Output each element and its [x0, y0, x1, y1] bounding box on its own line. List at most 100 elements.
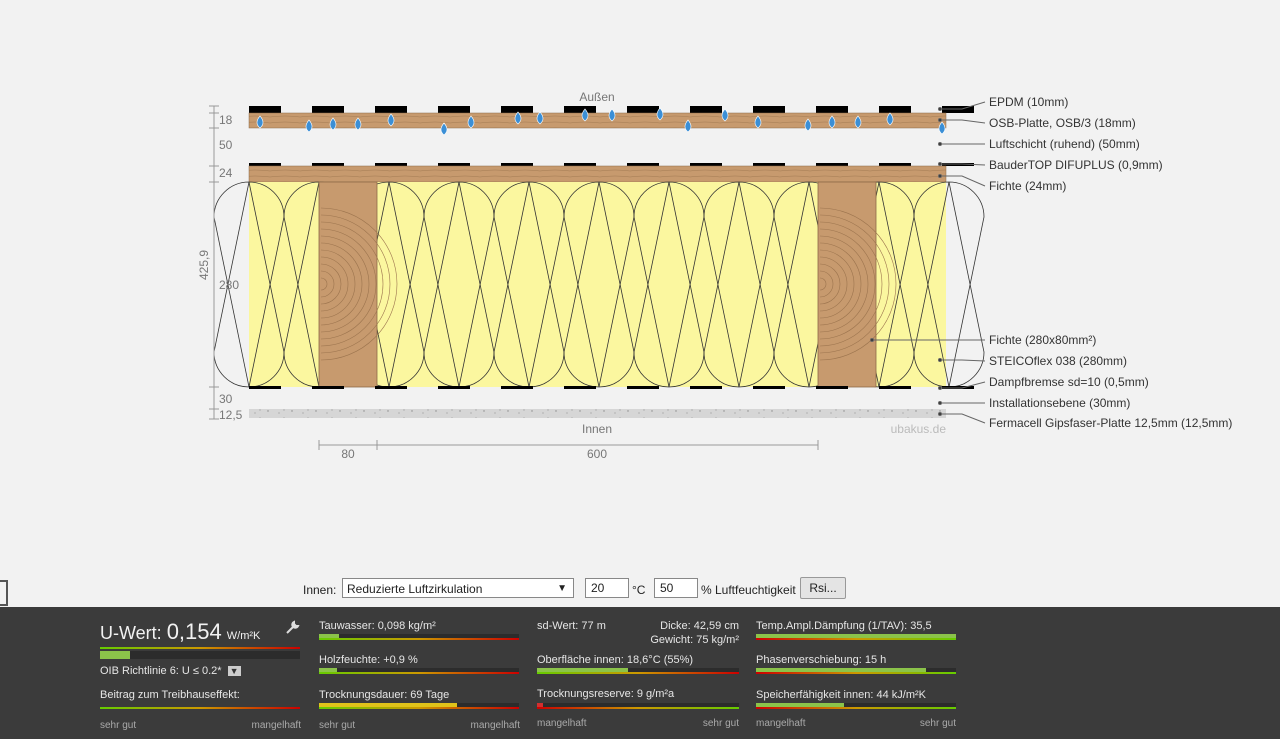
rafter-grain [320, 256, 349, 312]
scale-good-4: sehr gut [919, 718, 956, 729]
scale-bad-3: mangelhaft [537, 718, 587, 729]
rafter-grain [819, 256, 848, 312]
humidity-unit: % Luftfeuchtigkeit [701, 583, 796, 597]
vapour-segment [375, 386, 407, 389]
rafter-grain [819, 249, 855, 319]
water-drop-icon [886, 112, 894, 126]
dim-spacing: 600 [587, 447, 607, 461]
water-drop-icon [354, 117, 362, 131]
water-drop-icon [938, 121, 946, 135]
leader-dot [938, 358, 942, 362]
layer-leaders [870, 101, 986, 424]
rafter-grain [320, 214, 391, 354]
temp-unit: °C [632, 583, 646, 597]
side-panel-handle[interactable] [0, 580, 8, 606]
temp-amplitude: Temp.Ampl.Dämpfung (1/TAV): 35,5 [756, 620, 932, 632]
rafter-grain [819, 214, 890, 354]
membrane-segment [627, 163, 659, 166]
epdm-segment [753, 106, 785, 113]
water-drop-icon [329, 117, 337, 131]
oib-requirement[interactable]: OIB Richtlinie 6: U ≤ 0.2* ▼ [100, 665, 241, 677]
rafter-grain [320, 221, 384, 347]
circulation-value: Reduzierte Luftzirkulation [347, 582, 483, 596]
phase-shift: Phasenverschiebung: 15 h [756, 654, 887, 666]
gypsum-board-layer [249, 409, 946, 418]
vapour-segment [312, 386, 344, 389]
water-drop-icon [256, 115, 264, 129]
layer-label-vapour: Dampfbremse sd=10 (0,5mm) [989, 375, 1149, 389]
surface-temp-bar [537, 668, 739, 674]
rsi-button[interactable]: Rsi... [800, 577, 846, 599]
circulation-select[interactable]: Reduzierte Luftzirkulation ▼ [342, 578, 574, 598]
scale-good-1: sehr gut [100, 720, 137, 731]
rafter-grain [320, 235, 370, 333]
treibhaus-bar [100, 707, 300, 709]
osb-layer [248, 112, 947, 129]
water-drop-icon [387, 113, 395, 127]
temp-amplitude-bar [756, 634, 956, 640]
water-drop-icon [684, 119, 692, 133]
rafter-grain [819, 277, 827, 291]
watermark: ubakus.de [891, 422, 947, 436]
trocknungsdauer: Trocknungsdauer: 69 Tage [319, 689, 450, 701]
water-drop-icon [854, 115, 862, 129]
weight: Gewicht: 75 kg/m² [650, 634, 739, 646]
heat-storage-bar [756, 703, 956, 709]
humidity-input[interactable]: 50 [654, 578, 698, 598]
insulation-lobe [633, 181, 705, 388]
holzfeuchte-bar [319, 668, 519, 674]
rafters [318, 181, 897, 388]
thickness: Dicke: 42,59 cm [660, 620, 739, 632]
layer-label-air: Luftschicht (ruhend) (50mm) [989, 137, 1140, 151]
sd-value: sd-Wert: 77 m [537, 620, 606, 632]
membrane-segment [375, 163, 407, 166]
leader-dot [938, 162, 942, 166]
dim-installation: 30 [219, 392, 233, 406]
epdm-segment [501, 106, 533, 113]
leader-dot [938, 412, 942, 416]
holzfeuchte: Holzfeuchte: +0,9 % [319, 654, 418, 666]
leader-line [940, 381, 986, 389]
u-unit: W/m²K [226, 630, 261, 642]
rafter-grain [819, 270, 834, 298]
drying-reserve-bar [537, 703, 739, 709]
dropdown-arrow-icon: ▼ [557, 583, 567, 594]
rafter-grain [320, 277, 328, 291]
water-drop-icon [721, 108, 729, 122]
membrane-segment [879, 163, 911, 166]
rafter-grain [320, 207, 398, 361]
bottom-dimension [318, 440, 819, 450]
oib-dropdown-icon[interactable]: ▼ [227, 666, 241, 676]
rafter-grain [320, 228, 377, 340]
dim-osb: 18 [219, 113, 233, 127]
water-drop-icon [608, 108, 616, 122]
wrench-icon[interactable] [284, 620, 300, 636]
vapour-segment [501, 386, 533, 389]
rafter-grain [819, 228, 876, 340]
membrane-segment [816, 163, 848, 166]
layer-label-insulation: STEICOflex 038 (280mm) [989, 354, 1127, 368]
layer-label-rafter: Fichte (280x80mm²) [989, 333, 1096, 347]
rafter-grain [320, 263, 342, 305]
phase-shift-bar [756, 668, 956, 674]
rafter-grain [819, 242, 862, 326]
layer-label-membrane: BauderTOP DIFUPLUS (0,9mm) [989, 158, 1163, 172]
insulation-lobe [703, 181, 775, 388]
temperature-input[interactable]: 20 [585, 578, 629, 598]
leader-dot [870, 338, 874, 342]
epdm-segment [375, 106, 407, 113]
membrane-segment [249, 163, 281, 166]
layer-label-epdm: EPDM (10mm) [989, 95, 1068, 109]
left-dimension [209, 105, 219, 420]
vapour-segment [564, 386, 596, 389]
layer-labels: EPDM (10mm) OSB-Platte, OSB/3 (18mm) Lufts… [989, 95, 1232, 430]
rafter-grain [819, 235, 869, 333]
membrane-layer [249, 163, 974, 166]
vapour-segment [438, 386, 470, 389]
innen-label: Innen: [303, 583, 337, 597]
rafter-grain [320, 242, 363, 326]
vapour-segment [816, 386, 848, 389]
epdm-segment [438, 106, 470, 113]
epdm-segment [564, 106, 596, 113]
epdm-segment [690, 106, 722, 113]
